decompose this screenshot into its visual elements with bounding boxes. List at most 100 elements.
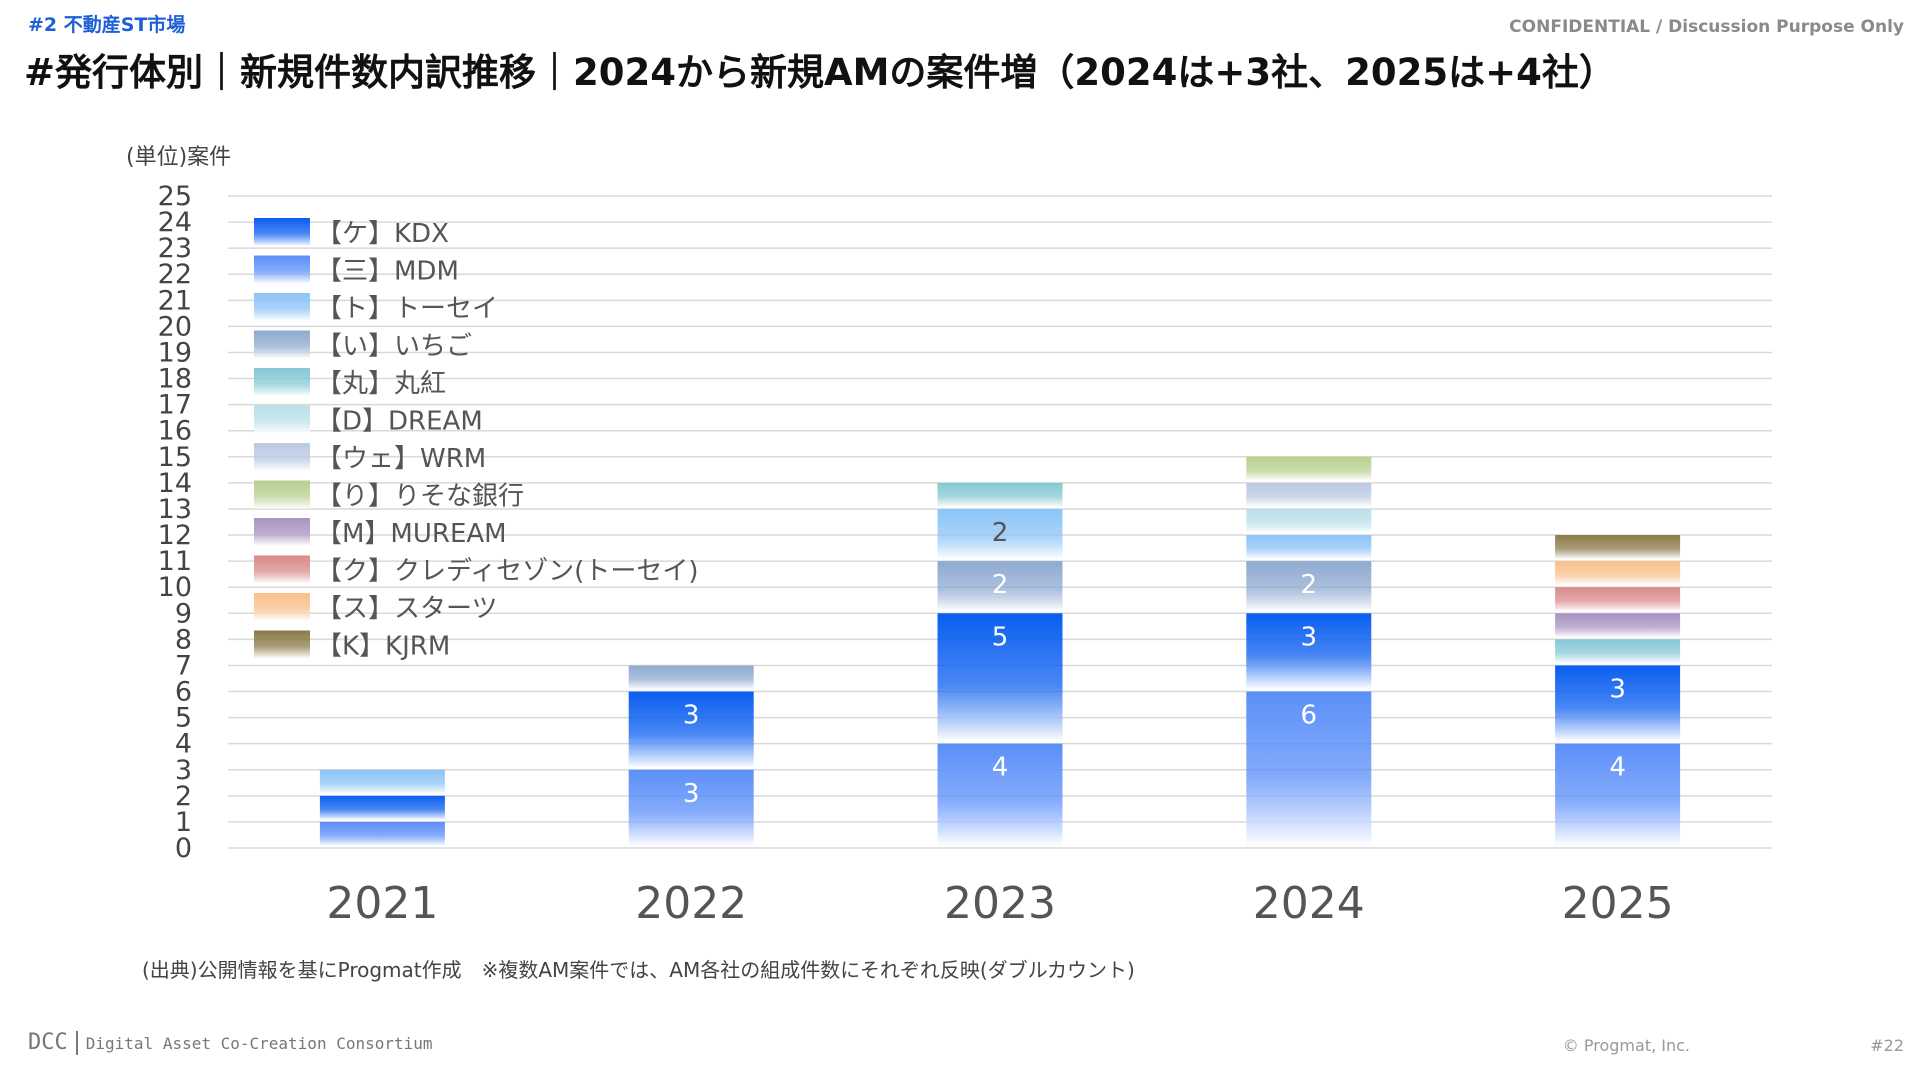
y-tick-label: 17 [158,390,192,421]
logo-sub: Digital Asset Co-Creation Consortium [85,1034,433,1053]
data-label: 4 [1609,753,1626,783]
data-label: 3 [1609,674,1626,704]
bar-segment [1246,535,1372,560]
bar-segment [1246,508,1372,534]
x-tick-label: 2025 [1562,878,1674,929]
y-tick-label: 0 [175,833,192,864]
section-label: #2 不動産ST市場 [28,14,186,36]
legend-label: 【ケ】KDX [316,219,449,249]
legend-label: 【り】りそな銀行 [316,482,524,512]
legend-label: 【三】MDM [316,257,459,287]
y-tick-label: 13 [158,494,192,525]
y-tick-label: 18 [158,364,192,395]
data-label: 2 [992,570,1009,600]
bar-segment [628,769,754,846]
legend-item: 【K】KJRM [254,630,450,662]
y-tick-label: 1 [175,807,192,838]
y-tick-label: 8 [175,624,192,655]
y-tick-label: 4 [175,729,192,760]
legend-swatch [254,443,310,471]
x-tick-label: 2021 [326,878,438,929]
unit-label: (単位)案件 [126,145,232,170]
legend-label: 【丸】丸紅 [316,369,446,399]
y-tick-label: 7 [175,650,192,681]
legend-item: 【り】りそな銀行 [254,480,524,512]
legend-swatch [254,480,310,509]
legend-swatch [254,518,310,546]
bar-segment [1555,743,1681,846]
bar-segment [1555,665,1681,742]
legend-swatch [254,255,310,284]
y-tick-label: 10 [158,572,192,603]
page-number: #22 [1870,1036,1904,1055]
bar-segment [1555,535,1681,560]
copyright: © Progmat, Inc. [1562,1036,1690,1055]
legend-item: 【い】いちご [254,330,472,362]
y-tick-label: 25 [158,181,192,212]
x-tick-label: 2022 [635,878,747,929]
x-tick-label: 2024 [1253,878,1365,929]
y-tick-label: 15 [158,442,192,473]
legend-label: 【D】DREAM [316,407,483,437]
legend-item: 【D】DREAM [254,405,483,437]
y-tick-label: 20 [158,311,192,342]
y-tick-label: 5 [175,703,192,734]
x-axis-ticks: 2021 2022 2023 2024 2025 [326,878,1673,929]
bar-segment [319,795,445,820]
legend-swatch [254,368,310,396]
y-tick-label: 12 [158,520,192,551]
logo-main: DCC [28,1030,68,1055]
legend-swatch [254,218,310,246]
data-label: 2 [992,518,1009,548]
y-tick-label: 6 [175,677,192,708]
bar-segment [1555,587,1681,612]
legend-item: 【ク】クレディセゾン(トーセイ) [254,555,698,587]
bar-segment [937,743,1063,846]
y-tick-label: 22 [158,259,192,290]
legend-swatch [254,630,310,659]
x-tick-label: 2023 [944,878,1056,929]
bar-segment [1246,482,1372,507]
source-note: (出典)公開情報を基にProgmat作成 ※複数AM案件では、AM各社の組成件数… [142,958,1135,982]
legend-swatch [254,293,310,321]
legend-label: 【K】KJRM [316,632,450,662]
data-label: 5 [992,622,1009,652]
y-tick-label: 19 [158,337,192,368]
y-tick-label: 23 [158,233,192,264]
y-tick-label: 16 [158,416,192,447]
bar-segment [1555,639,1681,664]
bars: 3 3 4 5 2 2 6 3 2 4 3 [319,456,1681,846]
bar-segment [1246,691,1372,846]
bar-segment [1246,561,1372,612]
legend-label: 【ス】スターツ [316,594,497,624]
y-tick-label: 9 [175,598,192,629]
bar-segment [937,613,1063,742]
page-title: #発行体別｜新規件数内訳推移｜2024から新規AMの案件増（2024は+3社、2… [24,51,1616,94]
legend-label: 【ト】トーセイ [316,294,498,324]
legend-item: 【三】MDM [254,255,459,287]
data-label: 3 [683,779,700,809]
legend-item: 【ウェ】WRM [254,443,486,474]
legend-item: 【ケ】KDX [254,218,449,249]
data-label: 6 [1301,701,1318,731]
bar-segment [628,665,754,690]
y-tick-label: 3 [175,755,192,786]
legend-item: 【ス】スターツ [254,593,497,624]
logo-divider [75,1031,78,1055]
y-tick-label: 2 [175,781,192,812]
data-label: 2 [1301,570,1318,600]
data-label: 4 [992,753,1009,783]
data-label: 3 [683,701,700,731]
legend-swatch [254,555,310,584]
legend-swatch [254,593,310,621]
confidential-label: CONFIDENTIAL / Discussion Purpose Only [1509,17,1904,37]
data-label: 3 [1301,622,1318,652]
bar-segment [319,769,445,794]
bar-segment [1555,613,1681,638]
bar-segment [1246,613,1372,690]
legend-item: 【丸】丸紅 [254,368,446,399]
bar-segment [937,482,1063,507]
bar-segment [628,691,754,768]
bar-segment [319,821,445,846]
